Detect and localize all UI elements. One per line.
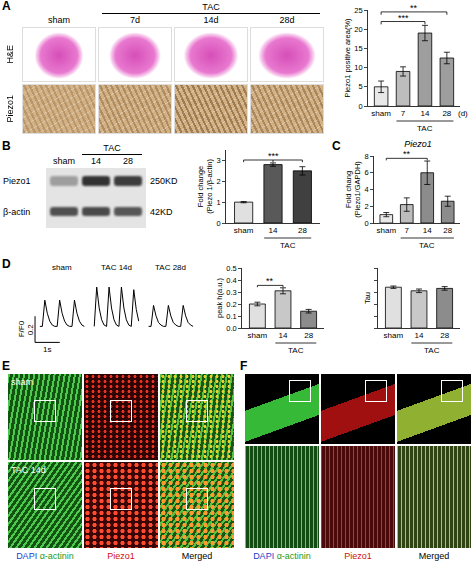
svg-text:4: 4 xyxy=(365,185,369,194)
html-text:DAPI α-actinin: DAPI α-actinin xyxy=(253,551,311,561)
svg-text:TAC: TAC xyxy=(424,346,440,355)
svg-text:0.1: 0.1 xyxy=(226,312,236,321)
svg-text:Piezo1: Piezo1 xyxy=(404,140,432,149)
html-text:B: B xyxy=(2,139,11,153)
svg-text:28: 28 xyxy=(442,109,451,118)
svg-text:15: 15 xyxy=(354,44,362,53)
svg-text:sham: sham xyxy=(377,226,397,235)
svg-text:***: *** xyxy=(268,151,279,161)
html-text:A: A xyxy=(2,0,11,13)
svg-text:0.2: 0.2 xyxy=(26,324,35,336)
svg-text:Fold chang(Piezo1/GAPDH): Fold chang(Piezo1/GAPDH) xyxy=(344,161,363,218)
html-text:14: 14 xyxy=(91,156,101,166)
svg-text:1s: 1s xyxy=(43,345,51,354)
svg-text:F/F0: F/F0 xyxy=(17,320,26,337)
svg-text:sham: sham xyxy=(248,331,268,340)
svg-text:28: 28 xyxy=(443,226,452,235)
svg-text:0: 0 xyxy=(217,219,221,228)
svg-text:14: 14 xyxy=(415,331,424,340)
svg-text:**: ** xyxy=(410,3,418,13)
svg-text:**: ** xyxy=(403,149,411,159)
html-text:Merged: Merged xyxy=(181,551,213,561)
svg-text:Tau: Tau xyxy=(363,292,372,304)
svg-text:7: 7 xyxy=(405,226,410,235)
svg-text:Piezo1 positive area(%): Piezo1 positive area(%) xyxy=(343,18,352,98)
html-text:β-actin: β-actin xyxy=(3,207,31,217)
html-text:Merged: Merged xyxy=(418,551,450,561)
svg-text:0: 0 xyxy=(359,102,363,111)
html-text:TAC 14d: TAC 14d xyxy=(11,465,46,475)
svg-text:28: 28 xyxy=(304,331,313,340)
svg-text:10: 10 xyxy=(354,63,362,72)
svg-text:TAC 14d: TAC 14d xyxy=(101,263,132,272)
svg-text:0.4: 0.4 xyxy=(226,276,236,285)
html-text:42KD: 42KD xyxy=(150,207,173,217)
svg-text:25: 25 xyxy=(354,6,362,15)
html-text:DAPI α-actinin: DAPI α-actinin xyxy=(16,551,74,561)
svg-text:14: 14 xyxy=(279,331,288,340)
svg-text:28: 28 xyxy=(440,331,449,340)
svg-text:TAC: TAC xyxy=(288,346,304,355)
svg-text:peak h(a.u.): peak h(a.u.) xyxy=(215,277,224,318)
html-text:F: F xyxy=(240,359,248,373)
svg-text:1: 1 xyxy=(217,198,221,207)
svg-text:0.0: 0.0 xyxy=(226,324,236,333)
svg-text:3: 3 xyxy=(217,156,221,165)
html-text:28: 28 xyxy=(123,156,133,166)
svg-text:***: *** xyxy=(398,13,409,23)
svg-text:7: 7 xyxy=(401,109,406,118)
svg-text:**: ** xyxy=(266,276,274,286)
html-text:H&E: H&E xyxy=(5,45,15,64)
svg-text:14: 14 xyxy=(420,109,429,118)
html-text:sham: sham xyxy=(53,156,75,166)
html-text:C: C xyxy=(332,139,341,153)
svg-text:0: 0 xyxy=(365,219,369,228)
svg-text:TAC: TAC xyxy=(280,241,296,250)
svg-text:6: 6 xyxy=(365,168,369,177)
html-text:TAC: TAC xyxy=(103,143,121,153)
svg-text:0.3: 0.3 xyxy=(226,288,236,297)
html-text:Piezo1: Piezo1 xyxy=(107,551,135,561)
svg-text:sham: sham xyxy=(52,263,72,272)
svg-text:14: 14 xyxy=(269,226,278,235)
svg-text:(d): (d) xyxy=(458,109,468,118)
html-text:Piezo1: Piezo1 xyxy=(5,95,15,123)
html-text:E: E xyxy=(2,359,10,373)
html-text:250KD: 250KD xyxy=(150,176,178,186)
svg-text:sham: sham xyxy=(234,226,254,235)
svg-text:2: 2 xyxy=(217,177,221,186)
svg-text:TAC: TAC xyxy=(417,124,433,133)
svg-text:0.5: 0.5 xyxy=(226,264,236,273)
svg-text:8: 8 xyxy=(365,152,369,161)
html-text:7d: 7d xyxy=(130,15,140,25)
svg-text:0.2: 0.2 xyxy=(226,300,236,309)
html-text:14d: 14d xyxy=(203,15,219,25)
html-text:D: D xyxy=(2,257,11,271)
svg-text:TAC 28d: TAC 28d xyxy=(155,263,186,272)
svg-text:14: 14 xyxy=(423,226,432,235)
svg-text:Fold change(Piezo 1/β-actin): Fold change(Piezo 1/β-actin) xyxy=(196,159,215,214)
html-text:Piezo1: Piezo1 xyxy=(3,176,31,186)
svg-text:20: 20 xyxy=(354,25,362,34)
html-text:TAC: TAC xyxy=(202,2,220,12)
svg-text:2: 2 xyxy=(365,202,369,211)
html-text:28d: 28d xyxy=(279,15,295,25)
html-text:Piezo1: Piezo1 xyxy=(344,551,372,561)
svg-text:28: 28 xyxy=(298,226,307,235)
svg-text:5: 5 xyxy=(359,82,363,91)
html-text:sham: sham xyxy=(48,15,70,25)
html-text:sham: sham xyxy=(11,377,33,387)
svg-text:sham: sham xyxy=(371,109,391,118)
svg-text:sham: sham xyxy=(384,331,404,340)
svg-text:TAC: TAC xyxy=(419,241,435,250)
